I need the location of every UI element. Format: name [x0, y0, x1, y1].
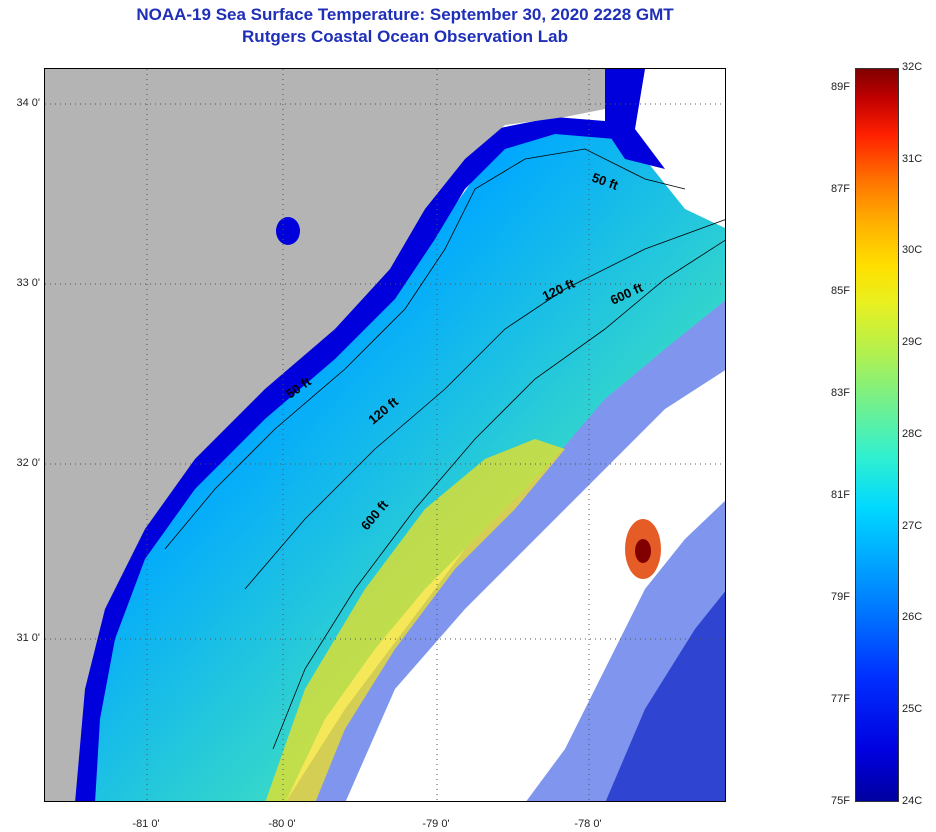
colorbar-c-label: 24C — [902, 795, 923, 807]
colorbar-c-label: 30C — [902, 244, 923, 256]
colorbar-f-label: 87F — [831, 183, 850, 195]
colorbar-c-label: 27C — [902, 520, 923, 532]
colorbar-c-label: 29C — [902, 336, 923, 348]
lat-label: 34 0' — [16, 97, 40, 109]
offshore-water-south — [605, 591, 725, 801]
estuary — [605, 69, 665, 169]
colorbar-c-label: 31C — [902, 153, 923, 165]
colorbar-f-label: 75F — [831, 795, 850, 807]
gulf-stream-band — [265, 439, 565, 801]
sst-map-graphic: 50 ft 50 ft 120 ft 120 ft 600 ft 600 ft — [45, 69, 725, 801]
shelf-water — [75, 124, 725, 801]
colorbar-c-label: 26C — [902, 611, 923, 623]
cloud-patch — [345, 370, 725, 801]
map-title: NOAA-19 Sea Surface Temperature: Septemb… — [136, 5, 674, 24]
sst-map: 50 ft 50 ft 120 ft 120 ft 600 ft 600 ft — [44, 68, 726, 802]
depth-contours — [164, 148, 725, 750]
colorbar-f-label: 83F — [831, 387, 850, 399]
colorbar-f-label: 79F — [831, 591, 850, 603]
lat-label: 32 0' — [16, 457, 40, 469]
colorbar-c-label: 28C — [902, 428, 923, 440]
lat-label: 31 0' — [16, 632, 40, 644]
lon-label: -78 0' — [574, 818, 602, 830]
colorbar-f-label: 85F — [831, 285, 850, 297]
colorbar-f-label: 89F — [831, 81, 850, 93]
colorbar-f-label: 77F — [831, 693, 850, 705]
inland-lake — [276, 217, 300, 245]
colorbar-f-label: 81F — [831, 489, 850, 501]
graticule — [45, 69, 725, 801]
temperature-colorbar — [855, 68, 899, 802]
colorbar-c-label: 25C — [902, 703, 923, 715]
colorbar-c-label: 32C — [902, 61, 923, 73]
warm-core — [635, 539, 651, 563]
land-area — [45, 69, 605, 801]
lon-label: -80 0' — [268, 818, 296, 830]
lon-label: -81 0' — [132, 818, 160, 830]
lat-label: 33 0' — [16, 277, 40, 289]
lon-label: -79 0' — [422, 818, 450, 830]
map-subtitle: Rutgers Coastal Ocean Observation Lab — [242, 27, 568, 46]
